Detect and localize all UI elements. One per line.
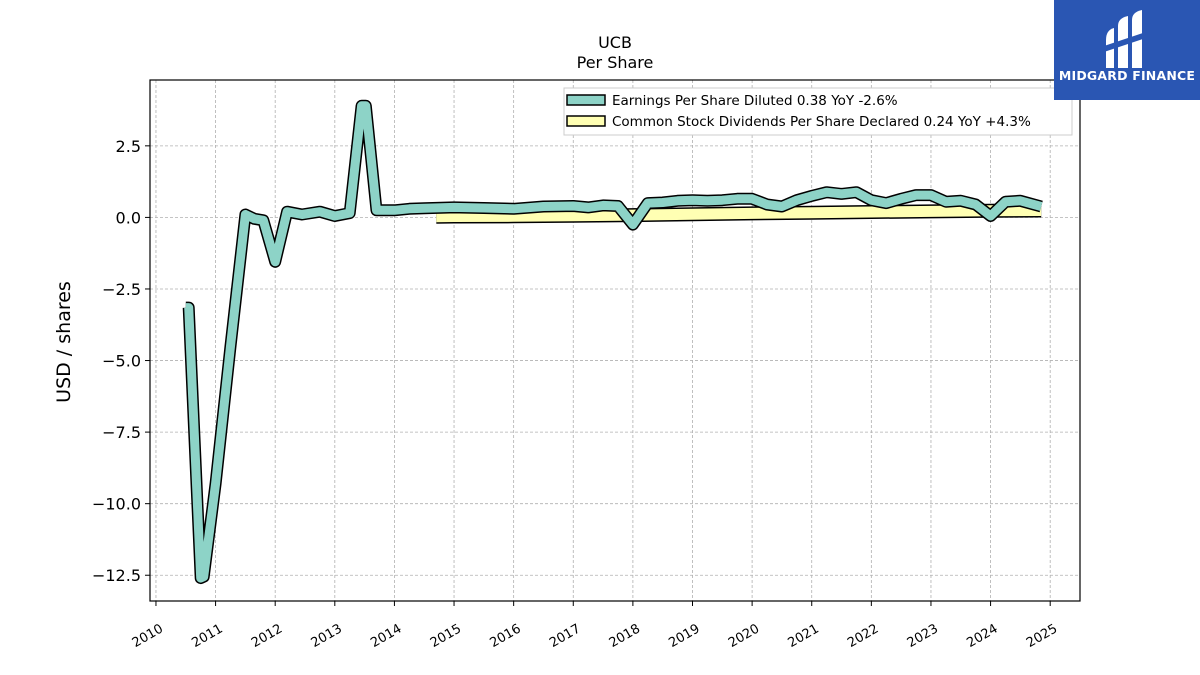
y-tick-label: −10.0 — [92, 495, 141, 514]
y-tick-label: −12.5 — [92, 566, 141, 585]
x-tick-label: 2018 — [607, 621, 643, 651]
series-layer — [182, 99, 1043, 585]
grid — [150, 80, 1080, 601]
x-tick-label: 2010 — [130, 621, 166, 651]
legend-box — [563, 87, 1073, 136]
midgard-logo-icon — [1104, 10, 1146, 68]
y-tick-label: −5.0 — [102, 352, 141, 371]
plot-frame — [149, 79, 1081, 602]
legend-label-eps: Earnings Per Share Diluted 0.38 YoY -2.6… — [612, 93, 898, 109]
series-1-line — [436, 205, 1042, 223]
x-tick-label: 2017 — [547, 621, 583, 651]
legend: Earnings Per Share Diluted 0.38 YoY -2.6… — [563, 87, 1073, 136]
x-tick-label: 2025 — [1024, 621, 1060, 651]
y-tick-label: −2.5 — [102, 280, 141, 299]
series-0-outline — [182, 99, 1043, 585]
chart-title: UCB — [598, 33, 632, 52]
y-tick-label: 2.5 — [116, 137, 141, 156]
y-tick-label: 0.0 — [116, 208, 141, 227]
y-tick-label: −7.5 — [102, 423, 141, 442]
x-axis: 2010 2011 2012 2013 2014 2015 2016 2017 2018 2019… — [130, 601, 1060, 651]
legend-label-dividends: Common Stock Dividends Per Share Declare… — [612, 114, 1031, 130]
x-tick-label: 2020 — [726, 621, 762, 651]
y-axis-label: USD / shares — [53, 281, 75, 403]
chart-subtitle: Per Share — [577, 53, 654, 72]
legend-swatch-dividends — [566, 115, 606, 127]
x-tick-label: 2022 — [845, 621, 881, 651]
x-tick-label: 2019 — [666, 621, 702, 651]
x-tick-label: 2012 — [249, 621, 285, 651]
x-tick-label: 2021 — [786, 621, 822, 651]
x-tick-label: 2016 — [487, 621, 523, 651]
legend-swatch-eps — [566, 94, 606, 106]
series-0-line — [184, 101, 1043, 583]
x-tick-label: 2015 — [428, 621, 464, 651]
x-tick-label: 2011 — [189, 621, 225, 651]
x-tick-label: 2023 — [905, 621, 941, 651]
x-tick-label: 2013 — [309, 621, 345, 651]
x-tick-label: 2024 — [964, 621, 1000, 651]
brand-name: MIDGARD FINANCE — [1058, 68, 1196, 83]
x-tick-label: 2014 — [368, 621, 404, 651]
y-axis: 2.5 0.0 −2.5 −5.0 −7.5 −10.0 −12.5 — [92, 137, 150, 585]
brand-logo: MIDGARD FINANCE — [1054, 0, 1200, 100]
